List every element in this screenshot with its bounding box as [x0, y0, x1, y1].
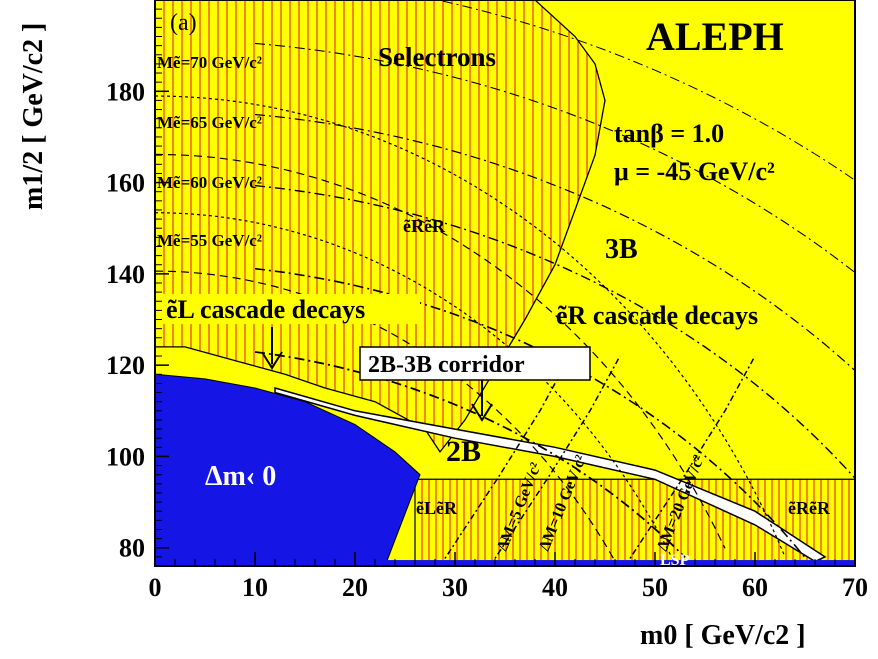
x-tick-label-40: 40	[542, 573, 568, 602]
y-tick-label-100: 100	[106, 442, 145, 471]
y-tick-label-120: 120	[106, 351, 145, 380]
y-tick-label-140: 140	[106, 260, 145, 289]
panel-label: (a)	[170, 10, 197, 36]
contour-label-me70: Mẽ=70 GeV/c²	[157, 53, 262, 72]
corridor-label: 2B-3B corridor	[368, 352, 525, 378]
dm-negative-label: Δm‹ 0	[205, 461, 276, 492]
x-tick-label-70: 70	[842, 573, 868, 602]
contour-me-55	[155, 270, 616, 562]
contour-arc-5	[435, 0, 855, 181]
contour-dm-10	[489, 355, 621, 566]
x-tick-label-20: 20	[342, 573, 368, 602]
lower-hatched-band	[414, 478, 855, 563]
contour-me-65	[155, 153, 726, 549]
lsp-region	[155, 560, 855, 566]
x-tick-label-10: 10	[242, 573, 268, 602]
x-tick-label-60: 60	[742, 573, 768, 602]
x-tick-label-30: 30	[442, 573, 468, 602]
y-axis-title: m1/2 [ GeV/c2 ]	[18, 23, 49, 210]
axes: 0 10 20 30 40 50 60 70 80 100 120 140 160 180	[106, 8, 868, 602]
three-b-label: 3B	[605, 234, 638, 265]
contour-arc-4	[254, 42, 855, 273]
selectrons-label: Selectrons	[378, 42, 496, 72]
x-axis-title: m0 [ GeV/c2 ]	[640, 620, 806, 651]
eLeR-label: ẽLẽR	[416, 498, 458, 518]
contour-arc-0	[254, 351, 686, 558]
contour-arc-2	[254, 184, 855, 479]
eL-cascade-label: ẽL cascade decays	[166, 295, 365, 324]
contour-dm-5	[439, 355, 571, 566]
contour-me-60	[155, 212, 676, 564]
y-tick-label-160: 160	[106, 169, 145, 198]
contour-dm-20	[624, 355, 756, 566]
eReR-bottom-label: ẽRẽR	[788, 498, 831, 518]
two-b-label: 2B	[446, 435, 481, 468]
corridor-label-box	[359, 346, 591, 381]
y-tick-label-80: 80	[119, 534, 145, 563]
y-tick-label-180: 180	[106, 77, 145, 106]
eL-cascade-arrowhead	[261, 351, 283, 370]
contour-arc-1	[254, 267, 806, 559]
contour-arc-3	[254, 113, 855, 372]
eReR-top-label: ẽRẽR	[403, 216, 446, 236]
negative-delta-m-region	[155, 373, 421, 566]
eL-cascade-box	[162, 294, 420, 324]
experiment-label: ALEPH	[646, 14, 784, 59]
contour-label-me60: Mẽ=60 GeV/c²	[157, 173, 262, 192]
lsp-label: LSP	[660, 552, 690, 569]
contour-label-me55: Mẽ=55 GeV/c²	[157, 231, 262, 250]
mass-contours	[155, 0, 855, 566]
contour-label-me65: Mẽ=65 GeV/c²	[157, 113, 262, 132]
tanbeta-label: tanβ = 1.0	[614, 119, 724, 148]
x-tick-label-50: 50	[642, 573, 668, 602]
mu-label: μ = -45 GeV/c²	[614, 157, 775, 186]
contour-me-70	[155, 95, 786, 558]
x-tick-label-0: 0	[149, 573, 162, 602]
corridor-arrowhead	[471, 403, 493, 422]
eR-cascade-label: ẽR cascade decays	[556, 301, 758, 330]
